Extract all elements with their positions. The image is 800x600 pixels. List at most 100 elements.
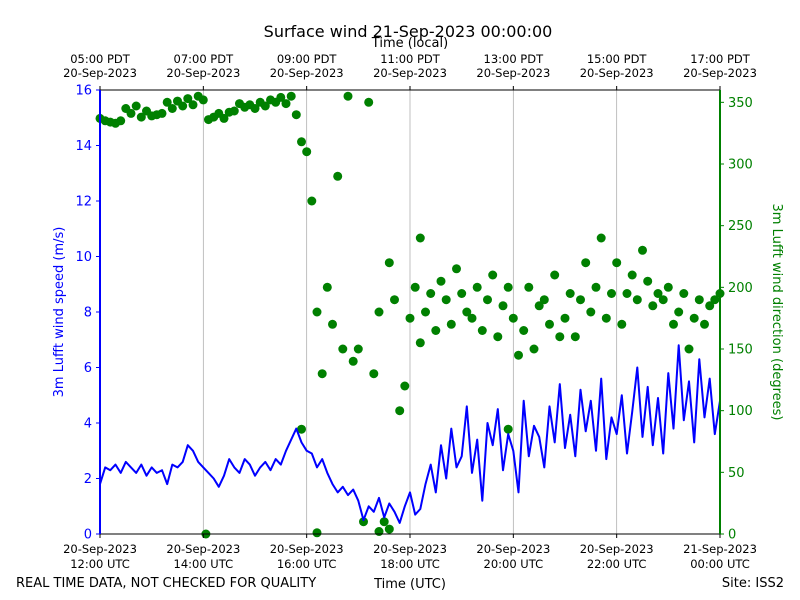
wind-direction-point — [436, 276, 446, 286]
right-tick-label: 250 — [728, 219, 753, 234]
wind-direction-point — [348, 356, 358, 366]
wind-direction-point — [415, 233, 425, 243]
wind-direction-point — [374, 307, 384, 317]
wind-direction-point — [229, 106, 239, 116]
bottom-tick-time: 20:00 UTC — [484, 557, 544, 571]
wind-direction-point — [560, 313, 570, 323]
right-tick-label: 150 — [728, 343, 753, 358]
wind-direction-point — [710, 295, 720, 305]
wind-direction-point — [689, 313, 699, 323]
wind-direction-point — [524, 282, 534, 292]
wind-direction-point — [565, 289, 575, 298]
wind-direction-point — [131, 101, 141, 111]
top-tick-time: 13:00 PDT — [484, 52, 545, 66]
right-tick-label: 50 — [728, 466, 745, 481]
wind-direction-point — [555, 332, 565, 342]
right-axis-label: 3m Lufft wind direction (degrees) — [769, 204, 784, 421]
left-tick-label: 2 — [84, 472, 92, 487]
bottom-tick-date: 20-Sep-2023 — [166, 542, 240, 556]
wind-direction-point — [705, 301, 715, 311]
wind-direction-point — [219, 113, 229, 123]
left-tick-label: 12 — [75, 195, 92, 210]
wind-direction-point — [674, 307, 684, 317]
wind-direction-point — [519, 326, 529, 335]
top-axis-label: Time (local) — [371, 36, 448, 51]
wind-direction-point — [498, 301, 508, 311]
wind-direction-point — [514, 350, 523, 360]
wind-direction-point — [632, 295, 642, 305]
wind-direction-point — [539, 295, 549, 305]
wind-direction-point — [643, 276, 653, 286]
left-tick-label: 6 — [84, 361, 92, 376]
top-tick-date: 20-Sep-2023 — [373, 66, 447, 80]
wind-direction-point — [116, 116, 126, 126]
chart-title: Surface wind 21-Sep-2023 00:00:00 — [264, 22, 553, 41]
wind-direction-point — [446, 319, 456, 329]
top-tick-date: 20-Sep-2023 — [683, 66, 757, 80]
top-tick-date: 20-Sep-2023 — [476, 66, 550, 80]
wind-direction-point — [483, 295, 492, 305]
wind-direction-point — [198, 95, 208, 105]
wind-direction-point — [276, 92, 286, 102]
wind-direction-point — [493, 332, 503, 342]
bottom-tick-date: 20-Sep-2023 — [270, 542, 344, 556]
wind-direction-point — [369, 369, 379, 379]
wind-direction-point — [400, 381, 410, 391]
wind-direction-point — [426, 289, 436, 298]
bottom-tick-date: 20-Sep-2023 — [373, 542, 447, 556]
wind-direction-point — [297, 137, 306, 147]
wind-direction-point — [364, 97, 374, 107]
wind-direction-point — [622, 289, 632, 298]
wind-direction-point — [322, 282, 332, 292]
wind-direction-point — [648, 301, 658, 311]
bottom-tick-time: 14:00 UTC — [174, 557, 234, 571]
left-tick-label: 4 — [84, 417, 92, 432]
wind-direction-point — [653, 289, 663, 298]
top-tick-time: 05:00 PDT — [70, 52, 131, 66]
bottom-axis-label: Time (UTC) — [373, 577, 446, 592]
left-tick-label: 0 — [84, 528, 92, 543]
wind-direction-point — [136, 112, 146, 122]
wind-direction-point — [410, 282, 420, 292]
wind-direction-point — [260, 101, 270, 111]
right-tick-label: 0 — [728, 528, 736, 543]
wind-direction-point — [658, 295, 668, 305]
wind-speed-line — [99, 344, 721, 524]
wind-direction-point — [529, 344, 539, 354]
bottom-tick-time: 12:00 UTC — [70, 557, 130, 571]
wind-direction-point — [617, 319, 627, 329]
bottom-tick-date: 20-Sep-2023 — [580, 542, 654, 556]
top-tick-date: 20-Sep-2023 — [63, 66, 137, 80]
left-tick-label: 10 — [75, 250, 92, 265]
wind-direction-point — [250, 104, 260, 113]
wind-direction-point — [291, 110, 301, 120]
wind-direction-point — [457, 289, 467, 298]
wind-direction-point — [157, 108, 167, 118]
wind-direction-point — [488, 270, 498, 280]
bottom-tick-time: 16:00 UTC — [277, 557, 337, 571]
wind-direction-point — [570, 332, 580, 342]
wind-direction-point — [338, 344, 348, 354]
wind-direction-point — [581, 258, 591, 268]
vertical-gridlines — [202, 90, 618, 534]
wind-direction-point — [607, 289, 616, 298]
wind-direction-point — [312, 528, 322, 538]
wind-direction-point — [452, 264, 461, 274]
right-axis-ticks: 0 50 100 150 200 250 300 350 — [720, 96, 753, 543]
wind-direction-point — [545, 319, 554, 329]
bottom-tick-date: 21-Sep-2023 — [683, 542, 757, 556]
wind-direction-point — [467, 313, 477, 323]
wind-direction-point — [503, 424, 513, 434]
wind-direction-point — [353, 344, 363, 354]
wind-direction-point — [405, 313, 415, 323]
wind-direction-point — [312, 307, 322, 317]
wind-direction-point — [333, 171, 343, 181]
wind-direction-point — [286, 91, 296, 101]
wind-direction-point — [638, 245, 647, 255]
bottom-tick-time: 22:00 UTC — [587, 557, 647, 571]
wind-direction-point — [302, 147, 312, 157]
wind-direction-point — [596, 233, 606, 243]
wind-direction-point — [503, 282, 513, 292]
top-tick-date: 20-Sep-2023 — [270, 66, 344, 80]
